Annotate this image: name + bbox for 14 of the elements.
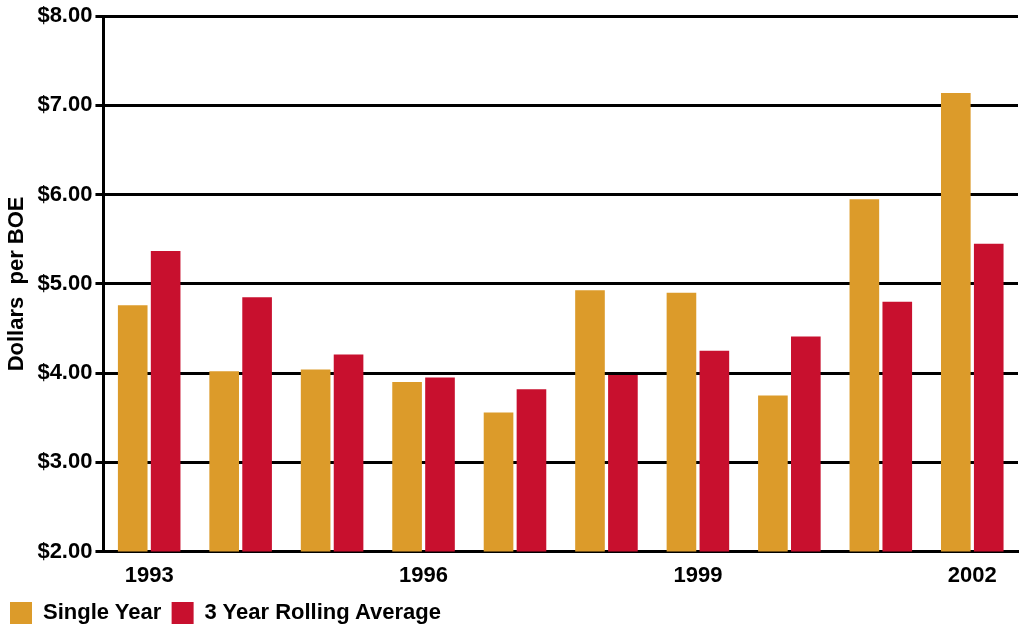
- x-tick-label: 2002: [947, 561, 997, 587]
- y-tick-label: $7.00: [37, 91, 93, 117]
- y-tick-label: $3.00: [37, 448, 93, 474]
- x-tick-label: 1993: [124, 561, 174, 587]
- y-tick-label: $4.00: [37, 359, 93, 385]
- legend-label: Single Year: [43, 599, 162, 625]
- x-tick-label: 1996: [399, 561, 449, 587]
- legend-label: 3 Year Rolling Average: [204, 599, 442, 625]
- y-tick-label: $8.00: [37, 2, 93, 28]
- y-tick-label: $2.00: [37, 537, 93, 563]
- x-tick-label: 1999: [673, 561, 723, 587]
- y-axis-title: Dollars per BOE: [3, 196, 29, 372]
- y-tick-label: $5.00: [37, 269, 93, 295]
- y-tick-label: $6.00: [37, 180, 93, 206]
